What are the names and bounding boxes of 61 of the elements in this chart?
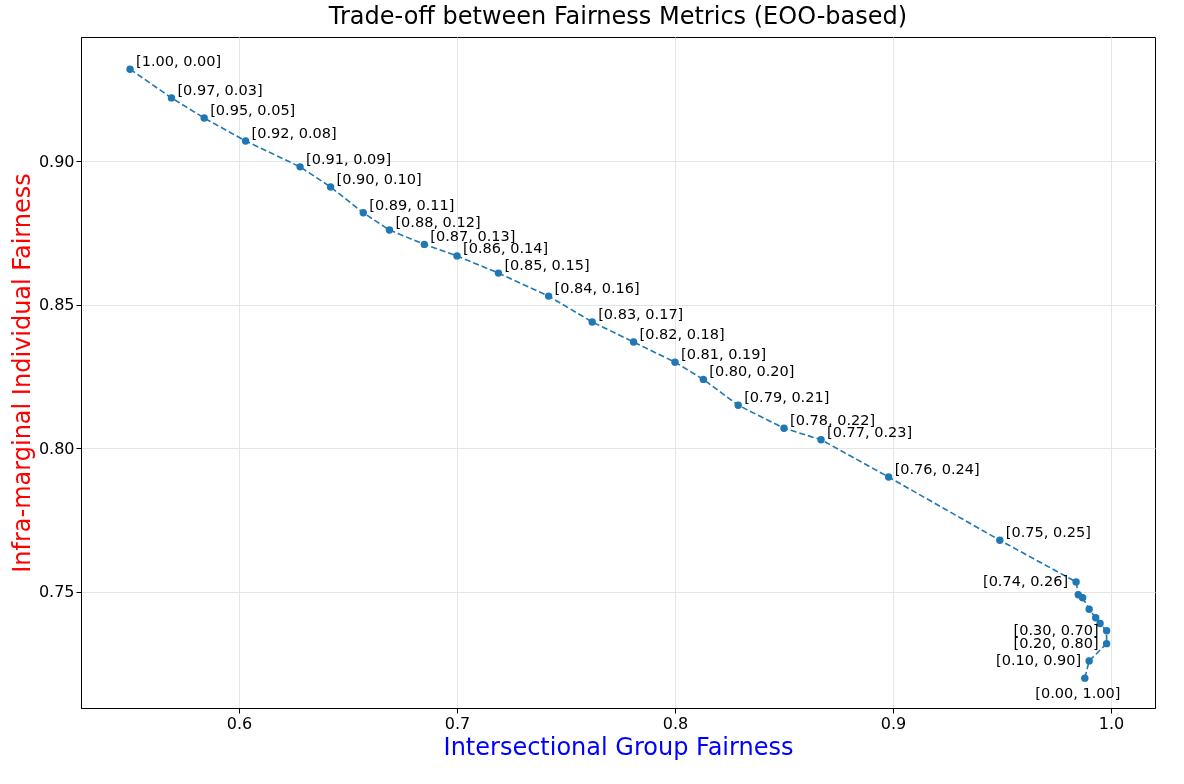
point (884, 473, 893, 481)
point (1078, 594, 1087, 602)
point (453, 252, 461, 260)
data-label: [0.92, 0.08] (251, 124, 337, 141)
point (996, 536, 1004, 544)
y-tick-label: 0.90 (38, 151, 75, 171)
data-label: [0.81, 0.19] (681, 346, 767, 363)
point (734, 401, 742, 409)
data-label: [0.95, 0.05] (210, 102, 296, 118)
x-tick-label: 0.7 (444, 713, 471, 733)
data-label: [0.90, 0.10] (336, 170, 422, 187)
point (420, 240, 429, 249)
point (359, 209, 367, 217)
point (1102, 639, 1111, 648)
data-label: [0.82, 0.18] (639, 326, 725, 343)
point (780, 424, 788, 432)
data-label: [0.76, 0.24] (894, 461, 980, 478)
point (1085, 605, 1093, 613)
data-label: [0.89, 0.11] (369, 196, 455, 213)
point (1085, 657, 1093, 665)
point (588, 318, 596, 326)
point (167, 94, 176, 102)
point (1092, 614, 1100, 622)
y-tick-label: 0.80 (38, 438, 75, 458)
point (241, 137, 250, 145)
data-label: [0.83, 0.17] (598, 305, 684, 322)
data-label: [0.75, 0.25] (1005, 524, 1091, 541)
y-tick-label: 0.85 (38, 295, 75, 315)
data-label: [0.85, 0.15] (504, 257, 590, 274)
point (1081, 674, 1089, 682)
data-label: [0.97, 0.03] (177, 81, 263, 98)
point (629, 338, 638, 346)
point (544, 292, 553, 300)
point (296, 163, 304, 171)
y-tick-label: 0.75 (38, 582, 75, 602)
point (671, 358, 679, 366)
data-label: [0.10, 0.90] (996, 651, 1082, 668)
point (1072, 578, 1080, 586)
data-label: [0.79, 0.21] (744, 389, 830, 406)
point (1102, 627, 1111, 635)
point (385, 226, 394, 234)
y-axis-title: Infra-marginal Individual Fairness (7, 173, 36, 573)
point (326, 183, 335, 191)
point (126, 65, 134, 73)
chart-title: Trade-off between Fairness Metrics (EOO-based) (327, 2, 908, 30)
data-label: [0.00, 1.00] (1035, 685, 1121, 702)
data-label: [1.00, 0.00] (136, 53, 222, 70)
data-label: [0.91, 0.09] (306, 150, 392, 167)
data-label: [0.88, 0.12] (395, 214, 481, 231)
x-tick-label: 0.9 (880, 713, 907, 733)
x-tick-label: 1.0 (1098, 713, 1125, 733)
data-label: [0.74, 0.26] (982, 572, 1069, 589)
point (494, 269, 503, 277)
point (200, 114, 208, 122)
x-axis-title: Intersectional Group Fairness (443, 732, 794, 761)
point (817, 436, 825, 444)
data-label: [0.84, 0.16] (554, 280, 640, 297)
point (699, 375, 708, 384)
x-tick-label: 0.8 (662, 713, 689, 733)
x-tick-label: 0.6 (226, 713, 253, 733)
data-label: [0.80, 0.20] (709, 363, 795, 380)
